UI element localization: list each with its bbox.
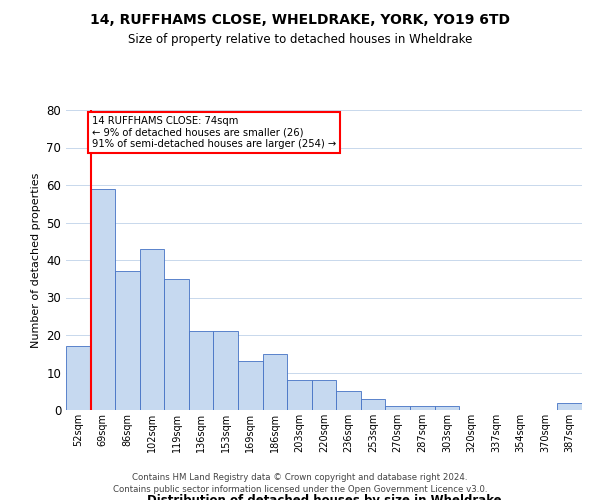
Text: 14, RUFFHAMS CLOSE, WHELDRAKE, YORK, YO19 6TD: 14, RUFFHAMS CLOSE, WHELDRAKE, YORK, YO1… (90, 12, 510, 26)
Bar (287, 380, 312, 410)
Bar (91, 188, 115, 410)
X-axis label: Distribution of detached houses by size in Wheldrake: Distribution of detached houses by size … (146, 494, 502, 500)
Bar (410, 406, 434, 410)
Text: Contains public sector information licensed under the Open Government Licence v3: Contains public sector information licen… (113, 485, 487, 494)
Bar (312, 380, 336, 410)
Text: 14 RUFFHAMS CLOSE: 74sqm
← 9% of detached houses are smaller (26)
91% of semi-de: 14 RUFFHAMS CLOSE: 74sqm ← 9% of detache… (92, 116, 336, 149)
Bar (140, 248, 164, 410)
Bar (361, 399, 385, 410)
Bar (238, 361, 263, 410)
Text: Size of property relative to detached houses in Wheldrake: Size of property relative to detached ho… (128, 32, 472, 46)
Bar (385, 406, 410, 410)
Bar (115, 271, 140, 410)
Text: Contains HM Land Registry data © Crown copyright and database right 2024.: Contains HM Land Registry data © Crown c… (132, 472, 468, 482)
Bar (263, 354, 287, 410)
Bar (214, 331, 238, 410)
Bar (336, 391, 361, 410)
Y-axis label: Number of detached properties: Number of detached properties (31, 172, 41, 348)
Bar (434, 406, 459, 410)
Bar (557, 402, 582, 410)
Bar (189, 331, 214, 410)
Bar (66, 346, 91, 410)
Bar (164, 279, 189, 410)
